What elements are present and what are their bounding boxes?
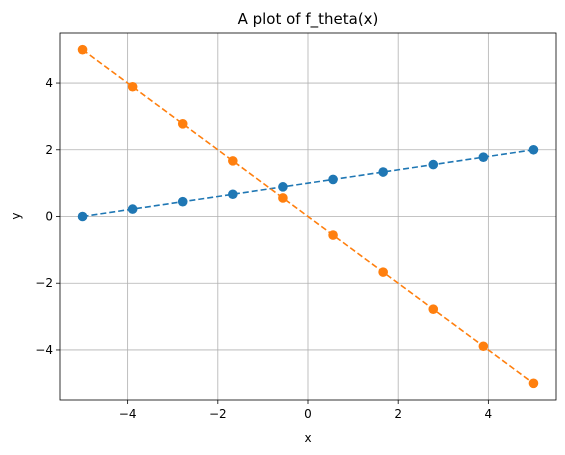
data-point [528, 144, 539, 155]
data-point [177, 196, 188, 207]
y-axis: −4 −2 0 2 4 [35, 76, 60, 357]
data-point [77, 211, 88, 222]
data-point [127, 81, 138, 92]
y-tick-label: 2 [45, 143, 53, 157]
data-point [428, 159, 439, 170]
data-point [378, 267, 388, 277]
data-point [328, 230, 338, 240]
data-point [328, 174, 338, 185]
data-point [77, 44, 88, 55]
x-tick-label: 4 [485, 407, 493, 421]
data-point [228, 189, 238, 200]
x-tick-label: 2 [394, 407, 402, 421]
series-2 [77, 44, 539, 389]
data-point [177, 119, 188, 129]
data-point [278, 193, 288, 203]
data-point [428, 304, 439, 314]
data-point [278, 182, 288, 192]
grid [60, 33, 556, 400]
x-tick-label: 0 [304, 407, 312, 421]
y-tick-label: 4 [45, 76, 53, 90]
y-axis-label: y [9, 212, 23, 219]
data-point [478, 152, 489, 162]
series-1 [77, 144, 539, 222]
y-tick-label: 0 [45, 210, 53, 224]
chart-title: A plot of f_theta(x) [238, 10, 379, 29]
data-point [478, 341, 489, 352]
x-tick-label: −2 [209, 407, 227, 421]
series-line [82, 49, 534, 384]
data-point [528, 378, 539, 389]
series-layer [77, 44, 539, 389]
x-axis: −4 −2 0 2 4 [119, 400, 492, 421]
y-tick-label: −4 [35, 343, 53, 357]
x-axis-label: x [304, 431, 311, 445]
y-tick-label: −2 [35, 276, 53, 290]
data-point [228, 156, 238, 166]
data-point [127, 204, 138, 214]
series-line [82, 148, 534, 218]
data-point [378, 167, 388, 177]
x-tick-label: −4 [119, 407, 137, 421]
